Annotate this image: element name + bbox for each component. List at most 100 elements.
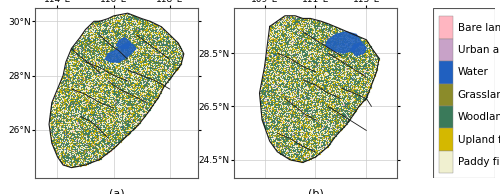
Point: [311, 100, 319, 103]
Point: [101, 105, 109, 108]
Point: [279, 116, 287, 119]
Point: [104, 149, 112, 152]
Point: [366, 53, 374, 56]
Point: [96, 41, 104, 44]
Point: [83, 151, 91, 154]
Point: [308, 147, 316, 150]
Point: [278, 21, 286, 24]
Point: [308, 99, 316, 102]
Point: [281, 142, 289, 145]
Point: [281, 53, 289, 56]
Point: [158, 40, 166, 43]
Point: [274, 144, 281, 147]
Point: [342, 100, 350, 104]
Point: [46, 122, 54, 125]
Point: [134, 35, 142, 38]
Point: [340, 88, 348, 91]
Point: [270, 65, 278, 68]
Point: [332, 38, 340, 41]
Point: [364, 71, 372, 74]
Point: [294, 107, 302, 111]
Point: [116, 30, 124, 33]
Point: [132, 47, 140, 50]
Point: [70, 136, 78, 139]
Point: [298, 52, 306, 55]
Point: [358, 81, 366, 84]
Point: [59, 127, 67, 130]
Point: [118, 124, 126, 127]
Point: [292, 26, 300, 29]
Point: [91, 31, 99, 34]
Point: [134, 103, 142, 106]
Point: [104, 89, 112, 92]
Point: [298, 29, 306, 32]
Point: [94, 69, 102, 72]
Point: [171, 56, 179, 59]
Point: [322, 53, 330, 56]
Point: [116, 138, 124, 141]
Point: [116, 64, 124, 67]
Point: [98, 154, 106, 157]
Point: [138, 51, 145, 54]
Point: [322, 98, 330, 101]
Point: [61, 80, 69, 83]
Point: [268, 83, 276, 87]
Point: [316, 108, 324, 111]
Point: [313, 21, 321, 24]
Point: [88, 120, 96, 123]
Point: [274, 47, 282, 50]
Point: [58, 154, 66, 157]
Point: [154, 65, 162, 68]
Point: [269, 85, 277, 88]
Point: [334, 117, 342, 120]
Point: [131, 93, 139, 96]
Point: [322, 55, 330, 58]
Point: [79, 89, 87, 92]
Point: [290, 77, 298, 80]
Point: [283, 93, 291, 96]
Point: [106, 59, 114, 62]
Point: [84, 66, 92, 69]
Point: [318, 32, 326, 35]
Point: [356, 41, 364, 44]
Point: [153, 73, 161, 76]
Point: [146, 54, 154, 57]
Point: [319, 118, 327, 121]
Point: [102, 119, 110, 122]
Point: [66, 113, 74, 117]
Point: [106, 50, 114, 53]
Point: [310, 42, 318, 45]
Point: [78, 36, 86, 39]
Point: [99, 142, 107, 145]
Point: [86, 157, 94, 160]
Point: [268, 26, 276, 29]
Point: [330, 86, 338, 89]
Point: [138, 59, 145, 62]
Point: [81, 67, 89, 70]
Point: [106, 70, 114, 73]
Point: [276, 28, 283, 31]
Point: [93, 140, 101, 143]
Point: [70, 76, 78, 79]
Point: [342, 113, 350, 116]
Point: [314, 23, 322, 26]
Point: [262, 58, 270, 61]
Point: [120, 47, 128, 50]
Point: [154, 55, 162, 58]
Point: [60, 157, 68, 160]
Point: [128, 29, 136, 32]
Point: [288, 96, 296, 99]
Point: [354, 68, 362, 71]
Point: [269, 61, 277, 64]
Point: [320, 79, 328, 82]
Point: [289, 151, 297, 154]
Point: [273, 68, 281, 71]
Point: [318, 34, 326, 37]
Point: [123, 16, 131, 19]
Point: [116, 78, 124, 81]
Point: [94, 48, 102, 51]
Point: [141, 85, 149, 88]
Point: [140, 58, 148, 61]
Point: [303, 81, 311, 84]
Point: [264, 59, 272, 62]
